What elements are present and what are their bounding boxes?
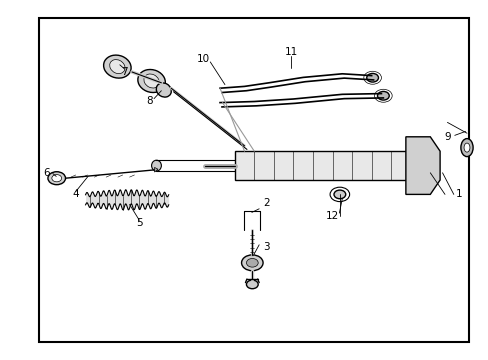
Polygon shape [234, 151, 415, 180]
Ellipse shape [463, 143, 469, 152]
Circle shape [52, 175, 61, 182]
Text: 3: 3 [263, 242, 269, 252]
Ellipse shape [460, 139, 472, 157]
Circle shape [241, 255, 263, 271]
Text: 12: 12 [325, 211, 339, 221]
Text: 7: 7 [121, 67, 128, 77]
Ellipse shape [103, 55, 131, 78]
Ellipse shape [109, 60, 125, 73]
Polygon shape [154, 167, 158, 172]
Circle shape [246, 258, 258, 267]
Circle shape [246, 280, 258, 289]
Circle shape [377, 91, 388, 100]
Circle shape [366, 73, 378, 82]
Text: 1: 1 [455, 189, 462, 199]
Text: 5: 5 [136, 218, 142, 228]
Circle shape [48, 172, 65, 185]
Text: 4: 4 [72, 189, 79, 199]
Text: 2: 2 [263, 198, 269, 208]
Text: 9: 9 [443, 132, 450, 142]
Polygon shape [405, 137, 439, 194]
Text: 8: 8 [145, 96, 152, 106]
Ellipse shape [151, 160, 161, 171]
Text: 10: 10 [196, 54, 209, 64]
Text: 11: 11 [284, 47, 297, 57]
Ellipse shape [138, 69, 165, 93]
Ellipse shape [156, 83, 171, 97]
Text: 6: 6 [43, 168, 50, 178]
Bar [39, 18, 468, 342]
Ellipse shape [143, 74, 159, 88]
Circle shape [333, 190, 345, 199]
